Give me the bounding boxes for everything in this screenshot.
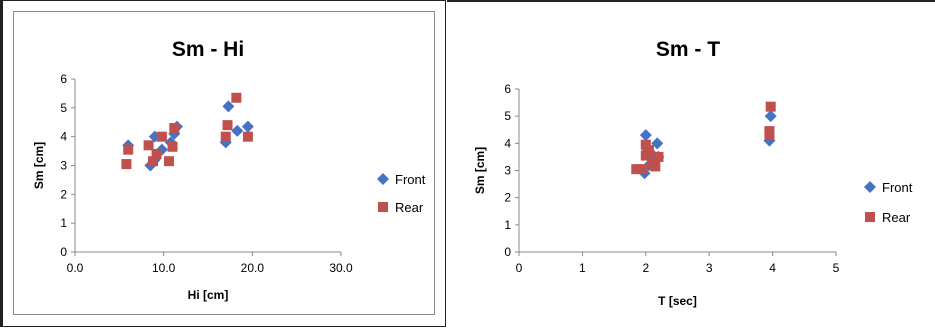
chart-panel-sm-t: Sm - T 0 1 2 3 4 5 6 0 1 2 3 4 5 T [sec] Sm [cm] Front Re…: [447, 0, 935, 327]
data-point-rear: [167, 141, 178, 152]
x-tick-label: 1: [579, 261, 586, 275]
data-point-rear: [764, 126, 775, 137]
data-point-rear: [653, 151, 664, 162]
y-tick-label: 4: [504, 136, 511, 150]
x-axis-label: Hi [cm]: [188, 288, 229, 302]
legend-marker-rear: [378, 202, 388, 212]
x-axis-label: T [sec]: [658, 294, 697, 308]
chart-sm-hi: Sm - Hi 0 1 2 3 4 5 6 0.0 10.0 20.0 30.0 Hi [cm] Sm […: [32, 38, 426, 302]
y-tick-label: 5: [60, 101, 67, 115]
data-point-rear: [643, 145, 654, 156]
legend-label-rear: Rear: [882, 210, 911, 225]
x-tick-label: 5: [833, 261, 840, 275]
x-tick-label: 10.0: [152, 261, 176, 275]
x-tick-label: 0.0: [67, 261, 84, 275]
legend-label-front: Front: [882, 180, 913, 195]
data-point-rear: [169, 123, 180, 134]
data-point-rear: [242, 131, 253, 142]
x-tick-label: 30.0: [329, 261, 353, 275]
x-tick-label: 20.0: [241, 261, 265, 275]
x-tick-label: 3: [706, 261, 713, 275]
chart-title: Sm - T: [656, 38, 720, 61]
y-tick-label: 5: [504, 109, 511, 123]
data-point-front: [651, 137, 664, 150]
legend-marker-rear: [865, 212, 875, 222]
data-point-rear: [151, 148, 162, 159]
data-point-rear: [148, 156, 159, 167]
data-point-front: [222, 100, 235, 113]
chart-title: Sm - Hi: [172, 38, 244, 61]
data-point-rear: [231, 92, 242, 103]
y-axis-label: Sm [cm]: [473, 147, 487, 194]
data-point-rear: [121, 159, 132, 170]
y-axis-label: Sm [cm]: [32, 142, 46, 189]
data-point-front: [241, 120, 254, 133]
legend-label-rear: Rear: [395, 200, 424, 215]
chart-sm-t: Sm - T 0 1 2 3 4 5 6 0 1 2 3 4 5 T [sec] Sm [cm] Front Re…: [473, 38, 913, 308]
data-point-rear: [222, 120, 233, 131]
data-point-rear: [156, 131, 167, 142]
y-tick-label: 2: [60, 187, 67, 201]
legend-label-front: Front: [395, 172, 426, 187]
data-point-rear: [640, 139, 651, 150]
y-tick-label: 1: [504, 218, 511, 232]
chart-panel-sm-hi: Sm - Hi 0 1 2 3 4 5 6 0.0 10.0 20.0 30.0 Hi [cm] Sm […: [0, 0, 446, 327]
data-point-rear: [637, 164, 648, 175]
data-point-rear: [765, 101, 776, 112]
data-point-rear: [123, 144, 134, 155]
x-tick-label: 0: [516, 261, 523, 275]
y-tick-label: 0: [504, 245, 511, 259]
data-point-rear: [650, 161, 661, 172]
legend-marker-front: [377, 173, 389, 185]
data-point-rear: [143, 140, 154, 151]
data-point-rear: [220, 131, 231, 142]
y-tick-label: 6: [504, 82, 511, 96]
y-tick-label: 4: [60, 130, 67, 144]
y-tick-label: 2: [504, 191, 511, 205]
legend-marker-front: [864, 181, 876, 193]
data-point-rear: [631, 164, 642, 175]
data-point-front: [764, 110, 777, 123]
data-point-front: [231, 124, 244, 137]
data-point-rear: [640, 150, 651, 161]
data-point-rear: [163, 156, 174, 167]
x-tick-label: 2: [642, 261, 649, 275]
y-tick-label: 3: [60, 159, 67, 173]
y-tick-label: 6: [60, 72, 67, 86]
chart-frame: [13, 11, 435, 315]
data-point-front: [639, 129, 652, 142]
y-tick-label: 0: [60, 245, 67, 259]
y-tick-label: 3: [504, 164, 511, 178]
x-tick-label: 4: [769, 261, 776, 275]
y-tick-label: 1: [60, 216, 67, 230]
